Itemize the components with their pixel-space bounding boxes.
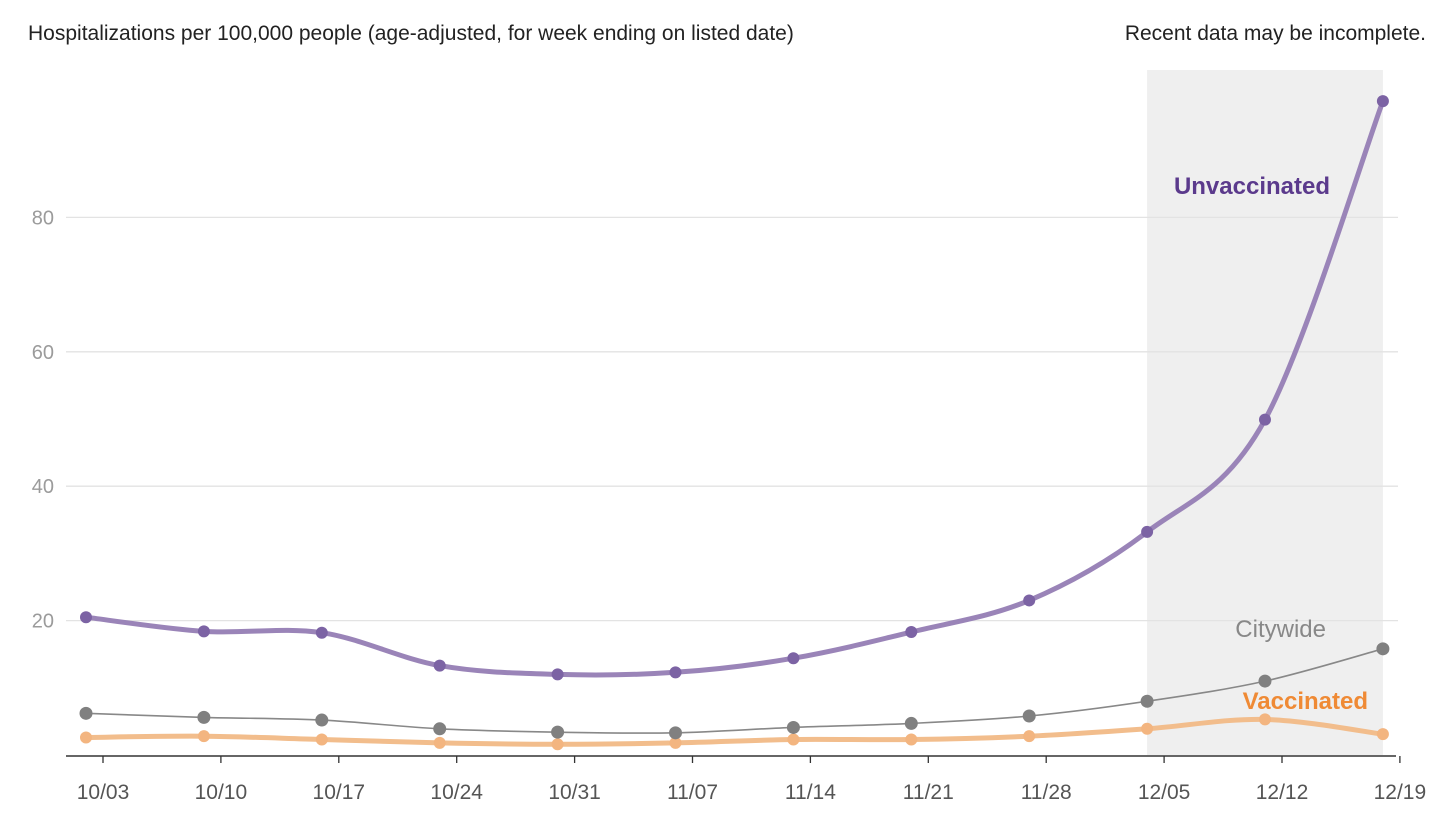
x-tick-label-12-12: 12/12 <box>1256 781 1309 804</box>
y-tick-label-20: 20 <box>32 611 54 633</box>
point-citywide-11-20 <box>904 716 918 730</box>
point-unvaccinated-12-18 <box>1376 95 1389 108</box>
point-citywide-12-11 <box>1258 674 1272 688</box>
point-vaccinated-10-16 <box>315 733 328 746</box>
point-vaccinated-10-02 <box>80 731 92 744</box>
point-vaccinated-11-20 <box>905 733 918 746</box>
point-unvaccinated-10-30 <box>551 668 564 681</box>
point-unvaccinated-11-27 <box>1023 594 1036 607</box>
point-vaccinated-10-23 <box>433 736 446 749</box>
series-citywide <box>79 642 1390 740</box>
point-vaccinated-12-04 <box>1141 722 1154 735</box>
y-tick-label-60: 60 <box>32 342 54 364</box>
chart-title: Hospitalizations per 100,000 people (age… <box>28 22 794 45</box>
point-citywide-11-27 <box>1022 709 1036 723</box>
point-vaccinated-11-13 <box>787 733 800 746</box>
point-unvaccinated-11-13 <box>787 652 800 665</box>
line-vaccinated <box>83 716 1386 747</box>
x-tick-label-10-24: 10/24 <box>430 781 483 804</box>
x-axis: 10/03 10/10 10/17 10/24 10/31 11/07 11/14 11/21… <box>66 755 1427 804</box>
series-labels: Unvaccinated Citywide Vaccinated <box>1174 173 1368 715</box>
point-vaccinated-12-18 <box>1376 728 1389 741</box>
point-vaccinated-11-06 <box>669 736 682 749</box>
y-tick-label-80: 80 <box>32 207 54 229</box>
x-tick-label-12-05: 12/05 <box>1138 781 1191 804</box>
y-tick-label-40: 40 <box>32 476 54 498</box>
point-vaccinated-11-27 <box>1023 730 1036 743</box>
incomplete-data-band <box>1147 70 1383 755</box>
point-citywide-11-13 <box>786 720 800 734</box>
x-tick-label-10-03: 10/03 <box>77 781 130 804</box>
series-vaccinated <box>80 713 1389 751</box>
point-vaccinated-10-30 <box>551 738 564 751</box>
point-unvaccinated-10-16 <box>315 626 328 639</box>
point-unvaccinated-10-02 <box>80 611 92 624</box>
point-unvaccinated-12-04 <box>1141 525 1154 538</box>
point-unvaccinated-11-06 <box>669 666 682 679</box>
point-citywide-10-09 <box>197 710 211 724</box>
point-citywide-10-23 <box>433 722 447 736</box>
series-label-citywide: Citywide <box>1235 616 1326 643</box>
point-citywide-11-06 <box>669 726 682 740</box>
y-axis: 20 40 60 80 <box>32 207 54 632</box>
x-tick-label-11-28: 11/28 <box>1021 781 1072 804</box>
x-tick-label-12-19: 12/19 <box>1374 781 1427 804</box>
point-unvaccinated-11-20 <box>905 626 918 639</box>
x-tick-label-11-14: 11/14 <box>785 781 836 804</box>
point-vaccinated-12-11 <box>1259 713 1271 726</box>
series-label-vaccinated: Vaccinated <box>1243 688 1368 715</box>
x-tick-label-10-31: 10/31 <box>548 781 601 804</box>
point-citywide-10-16 <box>315 713 329 727</box>
point-vaccinated-10-09 <box>197 730 210 743</box>
x-tick-label-10-10: 10/10 <box>195 781 248 804</box>
point-citywide-10-30 <box>551 725 565 739</box>
x-tick-label-11-07: 11/07 <box>667 781 718 804</box>
x-tick-label-11-21: 11/21 <box>903 781 954 804</box>
series <box>79 95 1390 751</box>
point-citywide-12-04 <box>1140 694 1154 708</box>
series-unvaccinated <box>80 95 1389 681</box>
point-citywide-12-18 <box>1376 642 1390 656</box>
incomplete-data-note: Recent data may be incomplete. <box>1125 22 1426 45</box>
point-unvaccinated-10-09 <box>197 625 210 638</box>
point-citywide-10-02 <box>79 706 93 720</box>
point-unvaccinated-10-23 <box>433 659 446 672</box>
point-unvaccinated-12-11 <box>1259 413 1271 426</box>
series-label-unvaccinated: Unvaccinated <box>1174 173 1330 200</box>
line-citywide <box>85 648 1384 734</box>
gridlines <box>66 216 1398 622</box>
x-tick-label-10-17: 10/17 <box>313 781 366 804</box>
